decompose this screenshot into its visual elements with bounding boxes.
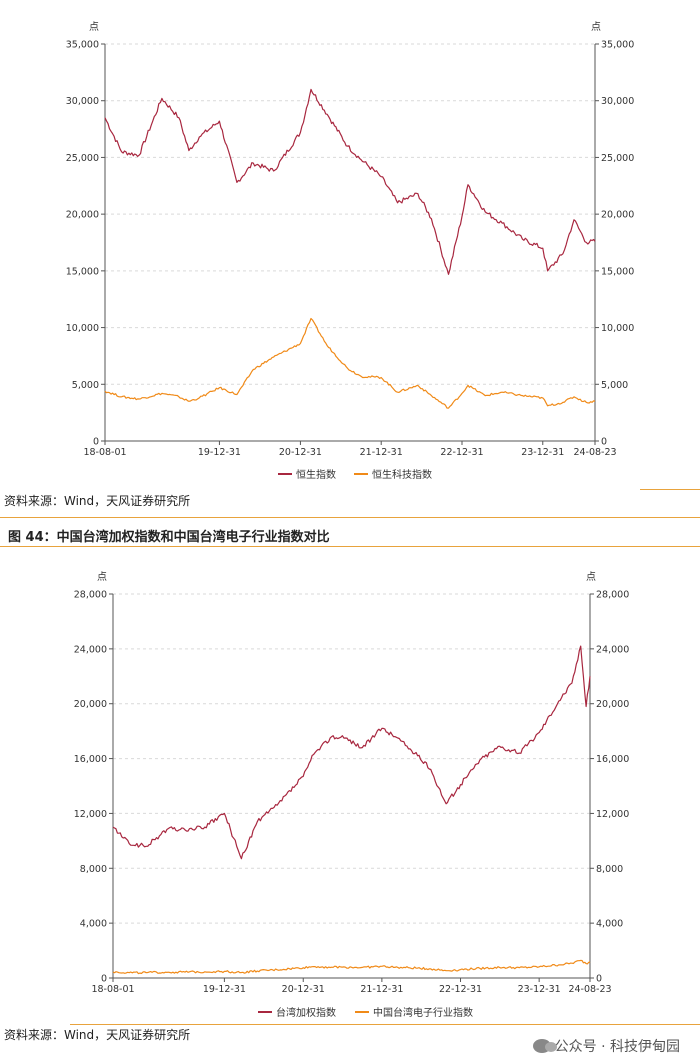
figure-44-title: 图 44：中国台湾加权指数和中国台湾电子行业指数对比 xyxy=(8,530,330,545)
y-tick-label-left: 20,000 xyxy=(74,699,107,710)
x-tick-label: 24-08-23 xyxy=(568,984,611,995)
y-tick-label-right: 15,000 xyxy=(601,266,634,277)
x-tick-label: 19-12-31 xyxy=(203,984,246,995)
watermark-text: 公众号 · 科技伊甸园 xyxy=(554,1039,680,1055)
y-tick-label-right: 0 xyxy=(596,974,602,985)
y-tick-label-right: 24,000 xyxy=(596,644,629,655)
x-tick-label: 23-12-31 xyxy=(518,984,561,995)
y-tick-label-left: 30,000 xyxy=(66,96,99,107)
series-line-b xyxy=(104,317,596,409)
figure-title-top-rule xyxy=(0,517,700,518)
y-tick-label-left: 0 xyxy=(101,974,107,985)
x-tick-label: 24-08-23 xyxy=(573,447,616,458)
y-tick-label-right: 0 xyxy=(601,437,607,448)
x-tick-label: 21-12-31 xyxy=(360,447,403,458)
y-tick-label-left: 5,000 xyxy=(72,380,99,391)
y-tick-label-right: 28,000 xyxy=(596,590,629,601)
legend-label: 台湾加权指数 xyxy=(276,1006,336,1019)
y-tick-label-left: 25,000 xyxy=(66,153,99,164)
watermark: 公众号 · 科技伊甸园 xyxy=(532,1036,680,1056)
y-unit-left: 点 xyxy=(97,571,107,583)
figure-title-bottom-rule xyxy=(0,546,700,547)
y-tick-label-right: 20,000 xyxy=(601,210,634,221)
wechat-icon xyxy=(532,1039,557,1053)
y-tick-label-left: 12,000 xyxy=(74,809,107,820)
series-line-a xyxy=(112,645,591,860)
y-tick-label-left: 35,000 xyxy=(66,40,99,51)
y-tick-label-left: 16,000 xyxy=(74,754,107,765)
y-tick-label-right: 20,000 xyxy=(596,699,629,710)
y-tick-label-right: 25,000 xyxy=(601,153,634,164)
source-rule-2 xyxy=(70,1024,700,1025)
y-tick-label-right: 16,000 xyxy=(596,754,629,765)
legend-label: 中国台湾电子行业指数 xyxy=(373,1006,473,1019)
y-tick-label-right: 8,000 xyxy=(596,864,623,875)
y-tick-label-right: 10,000 xyxy=(601,323,634,334)
y-tick-label-right: 35,000 xyxy=(601,40,634,51)
y-unit-right: 点 xyxy=(586,571,596,583)
legend-label: 恒生指数 xyxy=(296,468,336,480)
y-unit-left: 点 xyxy=(89,21,99,33)
chart-taiex: 0 0 4,000 4,000 8,000 8,000 12,000 12,000 16,000… xyxy=(0,550,700,1030)
y-tick-label-left: 8,000 xyxy=(80,864,107,875)
chart-hsi: 0 0 5,000 5,000 10,000 10,000 15,000 15,000 20,0… xyxy=(0,0,700,480)
chart-hsi-plot: 0 0 5,000 5,000 10,000 10,000 15,000 15,000 20,0… xyxy=(66,21,635,480)
chart-taiex-plot: 0 0 4,000 4,000 8,000 8,000 12,000 12,000 16,000… xyxy=(74,571,630,1019)
x-tick-label: 20-12-31 xyxy=(279,447,322,458)
source-rule-1 xyxy=(640,489,700,490)
x-tick-label: 21-12-31 xyxy=(360,984,403,995)
y-tick-label-right: 12,000 xyxy=(596,809,629,820)
y-tick-label-right: 5,000 xyxy=(601,380,628,391)
y-tick-label-left: 20,000 xyxy=(66,210,99,221)
chart-hsi-source: 资料来源：Wind，天风证券研究所 xyxy=(4,494,191,508)
y-tick-label-left: 0 xyxy=(93,437,99,448)
y-unit-right: 点 xyxy=(591,21,601,33)
x-tick-label: 18-08-01 xyxy=(91,984,134,995)
x-tick-label: 20-12-31 xyxy=(282,984,325,995)
legend-label: 恒生科技指数 xyxy=(372,468,432,480)
x-tick-label: 23-12-31 xyxy=(521,447,564,458)
y-tick-label-left: 10,000 xyxy=(66,323,99,334)
x-tick-label: 22-12-31 xyxy=(439,984,482,995)
x-tick-label: 18-08-01 xyxy=(83,447,126,458)
y-tick-label-left: 4,000 xyxy=(80,919,107,930)
chart-taiex-source: 资料来源：Wind，天风证券研究所 xyxy=(4,1028,191,1042)
x-tick-label: 19-12-31 xyxy=(198,447,241,458)
series-line-a xyxy=(104,88,596,275)
x-tick-label: 22-12-31 xyxy=(440,447,483,458)
y-tick-label-right: 30,000 xyxy=(601,96,634,107)
y-tick-label-left: 24,000 xyxy=(74,644,107,655)
y-tick-label-left: 28,000 xyxy=(74,590,107,601)
y-tick-label-right: 4,000 xyxy=(596,919,623,930)
y-tick-label-left: 15,000 xyxy=(66,266,99,277)
series-line-b xyxy=(112,959,591,975)
